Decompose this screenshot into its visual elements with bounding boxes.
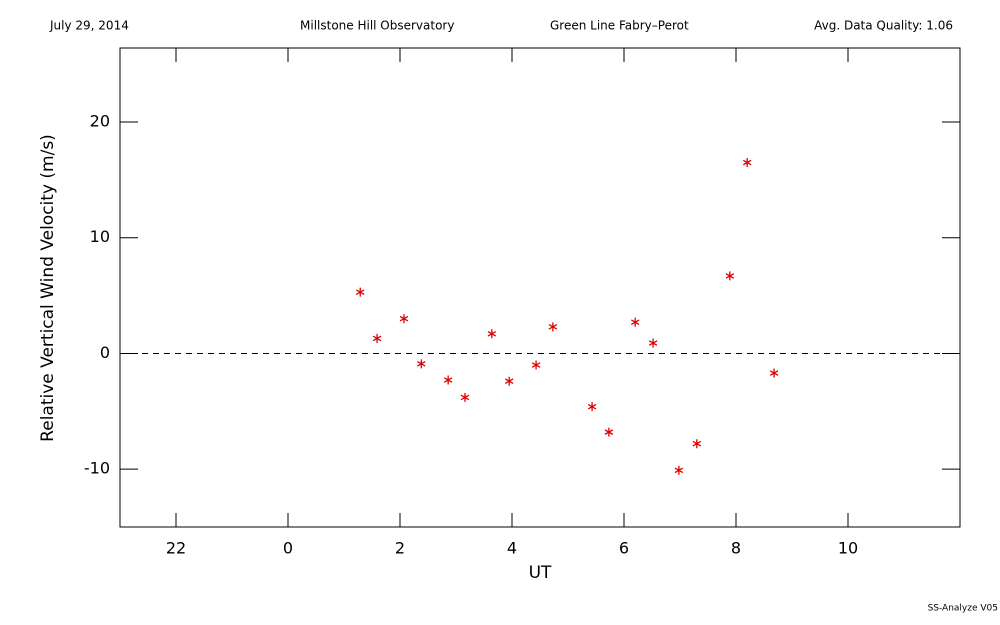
- point: [443, 375, 453, 385]
- x-axis-title: UT: [529, 563, 552, 583]
- point: [587, 402, 597, 412]
- y-tick-label: 0: [100, 343, 110, 362]
- point: [725, 271, 735, 281]
- point: [504, 376, 514, 386]
- point: [742, 158, 752, 168]
- point: [399, 314, 409, 324]
- x-tick-label: 8: [731, 539, 741, 558]
- point: [531, 360, 541, 370]
- point: [630, 317, 640, 327]
- point: [460, 392, 470, 402]
- header-instrument: Green Line Fabry–Perot: [550, 19, 689, 33]
- header-date: July 29, 2014: [49, 19, 129, 33]
- point: [372, 333, 382, 343]
- y-axis-title: Relative Vertical Wind Velocity (m/s): [38, 134, 58, 442]
- point: [417, 359, 426, 369]
- header-site: Millstone Hill Observatory: [300, 19, 454, 33]
- plot-frame: [119, 47, 961, 528]
- x-tick-label: 2: [395, 539, 405, 558]
- y-tick-label: 20: [90, 112, 110, 131]
- header-quality: Avg. Data Quality: 1.06: [814, 19, 953, 33]
- point: [692, 439, 702, 449]
- x-tick-label: 6: [619, 539, 629, 558]
- x-tick-label: 4: [507, 539, 517, 558]
- point: [356, 287, 365, 297]
- point: [674, 465, 684, 475]
- point: [548, 322, 558, 332]
- x-tick-label: 0: [283, 539, 293, 558]
- point: [604, 427, 614, 437]
- y-tick-label: -10: [84, 459, 110, 478]
- x-tick-label: 22: [166, 539, 186, 558]
- y-tick-label: 10: [90, 227, 110, 246]
- point: [487, 329, 497, 339]
- point: [648, 338, 658, 348]
- x-tick-label: 10: [838, 539, 858, 558]
- point: [769, 368, 779, 378]
- footer: SS-Analyze V05: [928, 604, 998, 614]
